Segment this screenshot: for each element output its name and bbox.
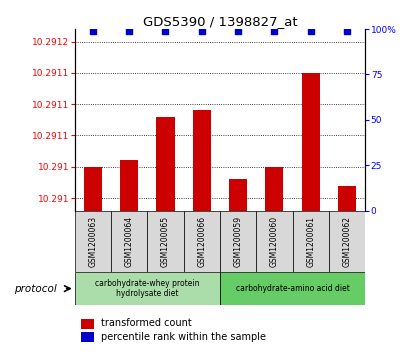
Bar (193, 110, 211, 211)
Text: GSM1200060: GSM1200060 (270, 216, 279, 267)
Bar (75, 211, 111, 272)
Text: GSM1200059: GSM1200059 (234, 216, 243, 267)
Point (344, 28, 350, 34)
Point (308, 28, 314, 34)
Text: GSM1200065: GSM1200065 (161, 216, 170, 267)
Point (126, 28, 132, 34)
Title: GDS5390 / 1398827_at: GDS5390 / 1398827_at (143, 15, 297, 28)
Text: GSM1200062: GSM1200062 (342, 216, 352, 267)
Bar (329, 211, 365, 272)
Point (198, 28, 205, 34)
Bar (338, 185, 356, 211)
Bar (293, 211, 329, 272)
Text: GSM1200063: GSM1200063 (88, 216, 98, 267)
Bar (229, 179, 247, 211)
Bar (111, 211, 147, 272)
Bar (184, 211, 220, 272)
Text: transformed count: transformed count (101, 318, 192, 329)
Bar (81, 332, 94, 342)
Bar (265, 167, 283, 211)
Bar (220, 211, 256, 272)
Text: carbohydrate-whey protein
hydrolysate diet: carbohydrate-whey protein hydrolysate di… (95, 279, 200, 298)
Bar (120, 160, 138, 211)
Bar (256, 211, 293, 272)
Bar (147, 211, 184, 272)
Point (235, 28, 242, 34)
Bar (220, 272, 365, 305)
Point (271, 28, 278, 34)
Bar (156, 117, 175, 211)
Bar (84, 167, 102, 211)
Point (162, 28, 169, 34)
Bar (75, 272, 220, 305)
Point (90, 28, 96, 34)
Text: carbohydrate-amino acid diet: carbohydrate-amino acid diet (236, 284, 349, 293)
Text: percentile rank within the sample: percentile rank within the sample (101, 332, 266, 342)
Text: GSM1200064: GSM1200064 (124, 216, 134, 267)
Text: GSM1200066: GSM1200066 (197, 216, 206, 267)
Text: GSM1200061: GSM1200061 (306, 216, 315, 267)
Bar (302, 73, 320, 211)
Text: protocol: protocol (14, 284, 56, 294)
Bar (81, 319, 94, 329)
